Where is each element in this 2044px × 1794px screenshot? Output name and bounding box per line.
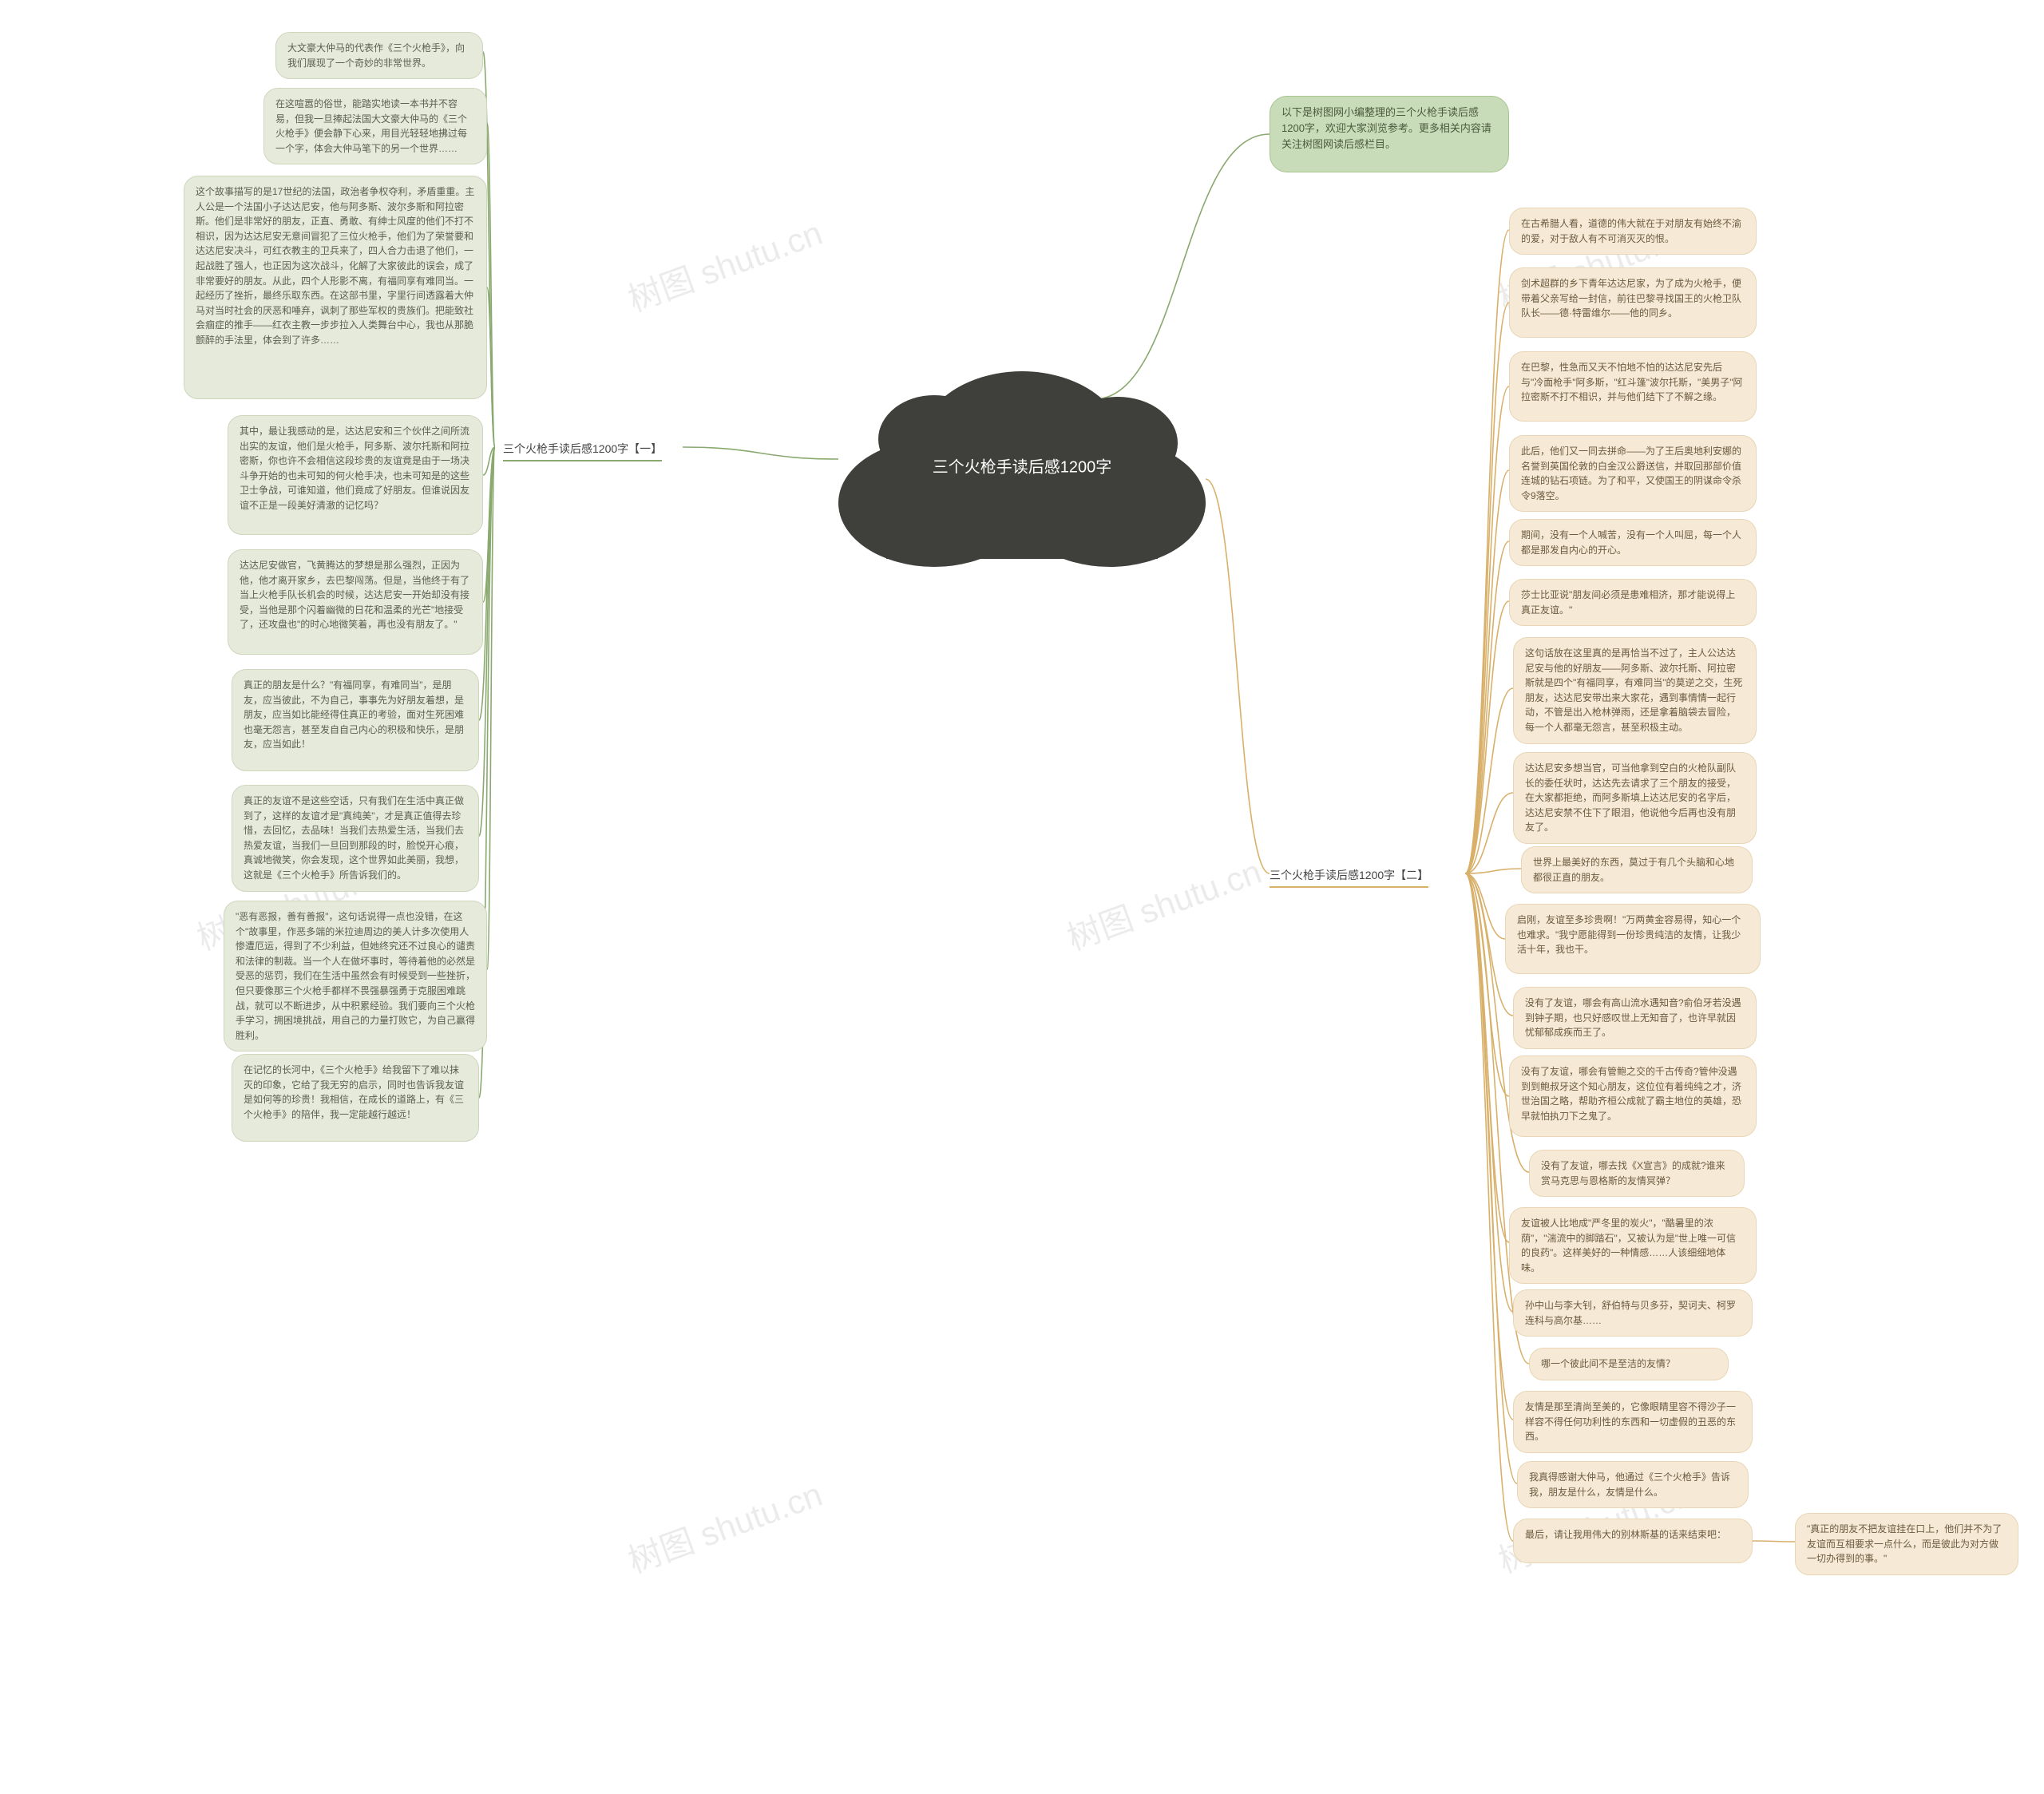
branch-2-node-3-text: 此后，他们又一同去拼命——为了王后奥地利安娜的名誉到英国伦敦的白金汉公爵送信，并… xyxy=(1521,446,1741,501)
branch-2-node-0-text: 在古希腊人看，道德的伟大就在于对朋友有始终不渝的爱，对于敌人有不可消灭灭的恨。 xyxy=(1521,218,1741,244)
branch-1-node-4: 达达尼安做官，飞黄腾达的梦想是那么强烈，正因为他，他才离开家乡，去巴黎闯荡。但是… xyxy=(228,549,483,655)
branch-2-node-2: 在巴黎，性急而又天不怕地不怕的达达尼安先后与"冷面枪手"阿多斯，"红斗篷"波尔托… xyxy=(1509,351,1757,422)
branch-1-node-3-text: 其中，最让我感动的是，达达尼安和三个伙伴之间所流出实的友谊，他们是火枪手，阿多斯… xyxy=(240,426,469,511)
branch-1-node-6-text: 真正的友谊不是这些空话，只有我们在生活中真正做到了，这样的友谊才是"真纯美"，才… xyxy=(244,795,464,881)
branch-1-node-8-text: 在记忆的长河中，《三个火枪手》给我留下了难以抹灭的印象，它给了我无穷的启示，同时… xyxy=(244,1064,464,1120)
branch-2-node-11-text: 没有了友谊，哪会有管鲍之交的千古传奇?管仲没遇到到鲍叔牙这个知心朋友，这位位有着… xyxy=(1521,1066,1741,1122)
watermark-text: 树图 shutu.cn xyxy=(620,206,828,321)
branch-1-node-2-text: 这个故事描写的是17世纪的法国，政治者争权夺利，矛盾重重。主人公是一个法国小子达… xyxy=(196,186,474,346)
branch-2-node-12-text: 没有了友谊，哪去找《X宣言》的成就?谁来赏马克思与恩格斯的友情冥弹？ xyxy=(1541,1160,1725,1186)
branch-2-node-14: 孙中山与李大钊，舒伯特与贝多芬，契诃夫、柯罗连科与高尔基…… xyxy=(1513,1289,1753,1337)
branch-1-node-2: 这个故事描写的是17世纪的法国，政治者争权夺利，矛盾重重。主人公是一个法国小子达… xyxy=(184,176,487,399)
branch-2-node-6: 这句话放在这里真的是再恰当不过了，主人公达达尼安与他的好朋友——阿多斯、波尔托斯… xyxy=(1513,637,1757,744)
branch-2-label-text: 三个火枪手读后感1200字【二】 xyxy=(1270,869,1428,881)
branch-2-node-3: 此后，他们又一同去拼命——为了王后奥地利安娜的名誉到英国伦敦的白金汉公爵送信，并… xyxy=(1509,435,1757,512)
branch-2-node-4: 期间，没有一个人喊苦，没有一个人叫屈，每一个人都是那发自内心的开心。 xyxy=(1509,519,1757,566)
mindmap-canvas: 树图 shutu.cn树图 shutu.cn树图 shutu.cn树图 shut… xyxy=(0,0,2044,1794)
branch-1-node-4-text: 达达尼安做官，飞黄腾达的梦想是那么强烈，正因为他，他才离开家乡，去巴黎闯荡。但是… xyxy=(240,560,469,630)
branch-2-node-15-text: 哪一个彼此间不是至洁的友情？ xyxy=(1541,1358,1675,1369)
branch-2-node-17: 我真得感谢大仲马，他通过《三个火枪手》告诉我，朋友是什么，友情是什么。 xyxy=(1517,1461,1749,1508)
center-topic: 三个火枪手读后感1200字 xyxy=(838,351,1206,575)
branch-2-node-13-text: 友谊被人比地成"严冬里的炭火"，"酷暑里的浓荫"，"湍流中的脚踏石"，又被认为是… xyxy=(1521,1218,1736,1273)
branch-2-node-18-child: "真正的朋友不把友谊挂在口上，他们并不为了友谊而互相要求一点什么，而是彼此为对方… xyxy=(1795,1513,2018,1575)
intro-summary: 以下是树图网小编整理的三个火枪手读后感1200字，欢迎大家浏览参考。更多相关内容… xyxy=(1270,96,1509,172)
branch-2-node-16-text: 友情是那至清尚至美的，它像眼睛里容不得沙子一样容不得任何功利性的东西和一切虚假的… xyxy=(1525,1401,1736,1442)
branch-2-node-14-text: 孙中山与李大钊，舒伯特与贝多芬，契诃夫、柯罗连科与高尔基…… xyxy=(1525,1300,1736,1326)
center-topic-label: 三个火枪手读后感1200字 xyxy=(933,453,1112,477)
branch-2-node-0: 在古希腊人看，道德的伟大就在于对朋友有始终不渝的爱，对于敌人有不可消灭灭的恨。 xyxy=(1509,208,1757,255)
branch-2-node-6-text: 这句话放在这里真的是再恰当不过了，主人公达达尼安与他的好朋友——阿多斯、波尔托斯… xyxy=(1525,648,1743,733)
branch-1-node-0-text: 大文豪大仲马的代表作《三个火枪手》，向我们展现了一个奇妙的非常世界。 xyxy=(287,42,465,69)
branch-1-node-1: 在这喧嚣的俗世，能踏实地读一本书并不容易，但我一旦捧起法国大文豪大仲马的《三个火… xyxy=(263,88,487,164)
intro-summary-text: 以下是树图网小编整理的三个火枪手读后感1200字，欢迎大家浏览参考。更多相关内容… xyxy=(1281,106,1491,150)
watermark-text: 树图 shutu.cn xyxy=(1060,845,1267,960)
branch-2-node-18: 最后，请让我用伟大的别林斯基的话来结束吧： xyxy=(1513,1519,1753,1563)
branch-2-node-4-text: 期间，没有一个人喊苦，没有一个人叫屈，每一个人都是那发自内心的开心。 xyxy=(1521,529,1741,556)
branch-2-node-5-text: 莎士比亚说"朋友间必须是患难相济，那才能说得上真正友谊。" xyxy=(1521,589,1735,616)
branch-2-node-2-text: 在巴黎，性急而又天不怕地不怕的达达尼安先后与"冷面枪手"阿多斯，"红斗篷"波尔托… xyxy=(1521,362,1743,402)
branch-2-node-18-child-text: "真正的朋友不把友谊挂在口上，他们并不为了友谊而互相要求一点什么，而是彼此为对方… xyxy=(1807,1523,2002,1564)
branch-2-node-9-text: 启刚，友谊至多珍贵啊！"万两黄金容易得，知心一个也难求。"我宁愿能得到一份珍贵纯… xyxy=(1517,914,1741,955)
branch-2-node-7: 达达尼安多想当官，可当他拿到空白的火枪队副队长的委任状时，达达先去请求了三个朋友… xyxy=(1513,752,1757,844)
branch-1-label-text: 三个火枪手读后感1200字【一】 xyxy=(503,442,662,455)
branch-2-node-7-text: 达达尼安多想当官，可当他拿到空白的火枪队副队长的委任状时，达达先去请求了三个朋友… xyxy=(1525,762,1736,833)
branch-2-label: 三个火枪手读后感1200字【二】 xyxy=(1270,867,1428,888)
branch-2-node-1: 剑术超群的乡下青年达达尼家，为了成为火枪手，便带着父亲写给一封信，前往巴黎寻找国… xyxy=(1509,267,1757,338)
branch-2-node-10-text: 没有了友谊，哪会有高山流水遇知音?俞伯牙若没遇到钟子期，也只好感叹世上无知音了，… xyxy=(1525,997,1741,1038)
branch-2-node-8: 世界上最美好的东西，莫过于有几个头脑和心地都很正直的朋友。 xyxy=(1521,846,1753,893)
branch-2-node-9: 启刚，友谊至多珍贵啊！"万两黄金容易得，知心一个也难求。"我宁愿能得到一份珍贵纯… xyxy=(1505,904,1761,974)
branch-2-node-17-text: 我真得感谢大仲马，他通过《三个火枪手》告诉我，朋友是什么，友情是什么。 xyxy=(1529,1471,1730,1498)
branch-2-node-5: 莎士比亚说"朋友间必须是患难相济，那才能说得上真正友谊。" xyxy=(1509,579,1757,626)
branch-2-node-8-text: 世界上最美好的东西，莫过于有几个头脑和心地都很正直的朋友。 xyxy=(1533,857,1734,883)
branch-1-node-5: 真正的朋友是什么？"有福同享，有难同当"，是朋友，应当彼此，不为自己，事事先为好… xyxy=(232,669,479,771)
branch-1-node-8: 在记忆的长河中，《三个火枪手》给我留下了难以抹灭的印象，它给了我无穷的启示，同时… xyxy=(232,1054,479,1142)
branch-2-node-10: 没有了友谊，哪会有高山流水遇知音?俞伯牙若没遇到钟子期，也只好感叹世上无知音了，… xyxy=(1513,987,1757,1049)
branch-1-node-5-text: 真正的朋友是什么？"有福同享，有难同当"，是朋友，应当彼此，不为自己，事事先为好… xyxy=(244,679,464,750)
branch-2-node-18-text: 最后，请让我用伟大的别林斯基的话来结束吧： xyxy=(1525,1529,1726,1540)
branch-1-node-7: "恶有恶报，善有善报"，这句话说得一点也没错，在这个"故事里，作恶多端的米拉迪周… xyxy=(224,901,487,1051)
branch-2-node-11: 没有了友谊，哪会有管鲍之交的千古传奇?管仲没遇到到鲍叔牙这个知心朋友，这位位有着… xyxy=(1509,1055,1757,1137)
watermark-text: 树图 shutu.cn xyxy=(620,1467,828,1582)
branch-1-node-1-text: 在这喧嚣的俗世，能踏实地读一本书并不容易，但我一旦捧起法国大文豪大仲马的《三个火… xyxy=(275,98,467,154)
branch-2-node-15: 哪一个彼此间不是至洁的友情？ xyxy=(1529,1348,1729,1380)
branch-1-node-0: 大文豪大仲马的代表作《三个火枪手》，向我们展现了一个奇妙的非常世界。 xyxy=(275,32,483,79)
branch-2-node-16: 友情是那至清尚至美的，它像眼睛里容不得沙子一样容不得任何功利性的东西和一切虚假的… xyxy=(1513,1391,1753,1453)
branch-1-node-3: 其中，最让我感动的是，达达尼安和三个伙伴之间所流出实的友谊，他们是火枪手，阿多斯… xyxy=(228,415,483,535)
branch-2-node-13: 友谊被人比地成"严冬里的炭火"，"酷暑里的浓荫"，"湍流中的脚踏石"，又被认为是… xyxy=(1509,1207,1757,1284)
branch-2-node-12: 没有了友谊，哪去找《X宣言》的成就?谁来赏马克思与恩格斯的友情冥弹？ xyxy=(1529,1150,1745,1197)
branch-1-node-7-text: "恶有恶报，善有善报"，这句话说得一点也没错，在这个"故事里，作恶多端的米拉迪周… xyxy=(236,911,475,1041)
branch-1-node-6: 真正的友谊不是这些空话，只有我们在生活中真正做到了，这样的友谊才是"真纯美"，才… xyxy=(232,785,479,892)
branch-1-label: 三个火枪手读后感1200字【一】 xyxy=(503,441,662,461)
branch-2-node-1-text: 剑术超群的乡下青年达达尼家，为了成为火枪手，便带着父亲写给一封信，前往巴黎寻找国… xyxy=(1521,278,1741,319)
